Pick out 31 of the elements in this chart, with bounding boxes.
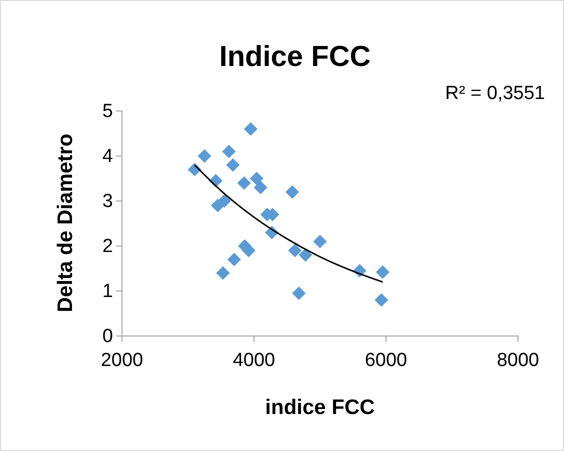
point: [374, 293, 388, 307]
point: [254, 180, 268, 194]
point: [298, 248, 312, 262]
y-tick-label: 4: [102, 146, 114, 168]
point: [292, 286, 306, 300]
point: [227, 252, 242, 266]
point: [198, 149, 212, 163]
point: [288, 244, 302, 258]
y-axis-title: Delta de Diametro: [54, 134, 77, 312]
text: R² = 0,3551: [445, 83, 545, 104]
chart-title: Indice FCC: [219, 41, 371, 73]
point: [210, 198, 225, 212]
x-tick-label: 6000: [364, 350, 408, 371]
point: [376, 265, 390, 279]
y-tick-label: 2: [102, 236, 113, 258]
point: [313, 234, 327, 248]
x-tick-label: 2000: [100, 350, 144, 371]
point: [237, 176, 251, 190]
point: [226, 158, 240, 172]
point: [244, 122, 258, 136]
x-axis-title: indice FCC: [265, 396, 375, 419]
x-tick-label: 8000: [496, 350, 540, 371]
point: [250, 172, 264, 186]
point: [285, 185, 300, 199]
x-tick-label: 4000: [232, 350, 276, 371]
y-tick-label: 5: [102, 101, 113, 122]
point: [216, 266, 230, 280]
y-tick-label: 1: [102, 281, 113, 302]
y-tick-label: 0: [102, 326, 113, 348]
point: [222, 144, 236, 158]
y-tick-label: 3: [102, 191, 113, 212]
